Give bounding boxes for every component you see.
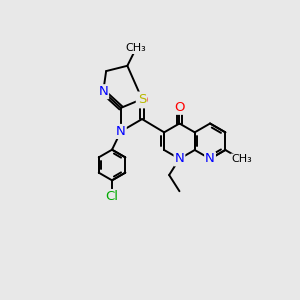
Text: N: N [116, 125, 126, 138]
Text: CH₃: CH₃ [231, 154, 252, 164]
Text: N: N [205, 152, 215, 165]
Text: N: N [98, 85, 108, 98]
Text: O: O [137, 94, 147, 107]
Text: Cl: Cl [106, 190, 118, 203]
Text: CH₃: CH₃ [126, 43, 146, 53]
Text: O: O [174, 101, 185, 114]
Text: S: S [138, 93, 146, 106]
Text: N: N [175, 152, 184, 165]
